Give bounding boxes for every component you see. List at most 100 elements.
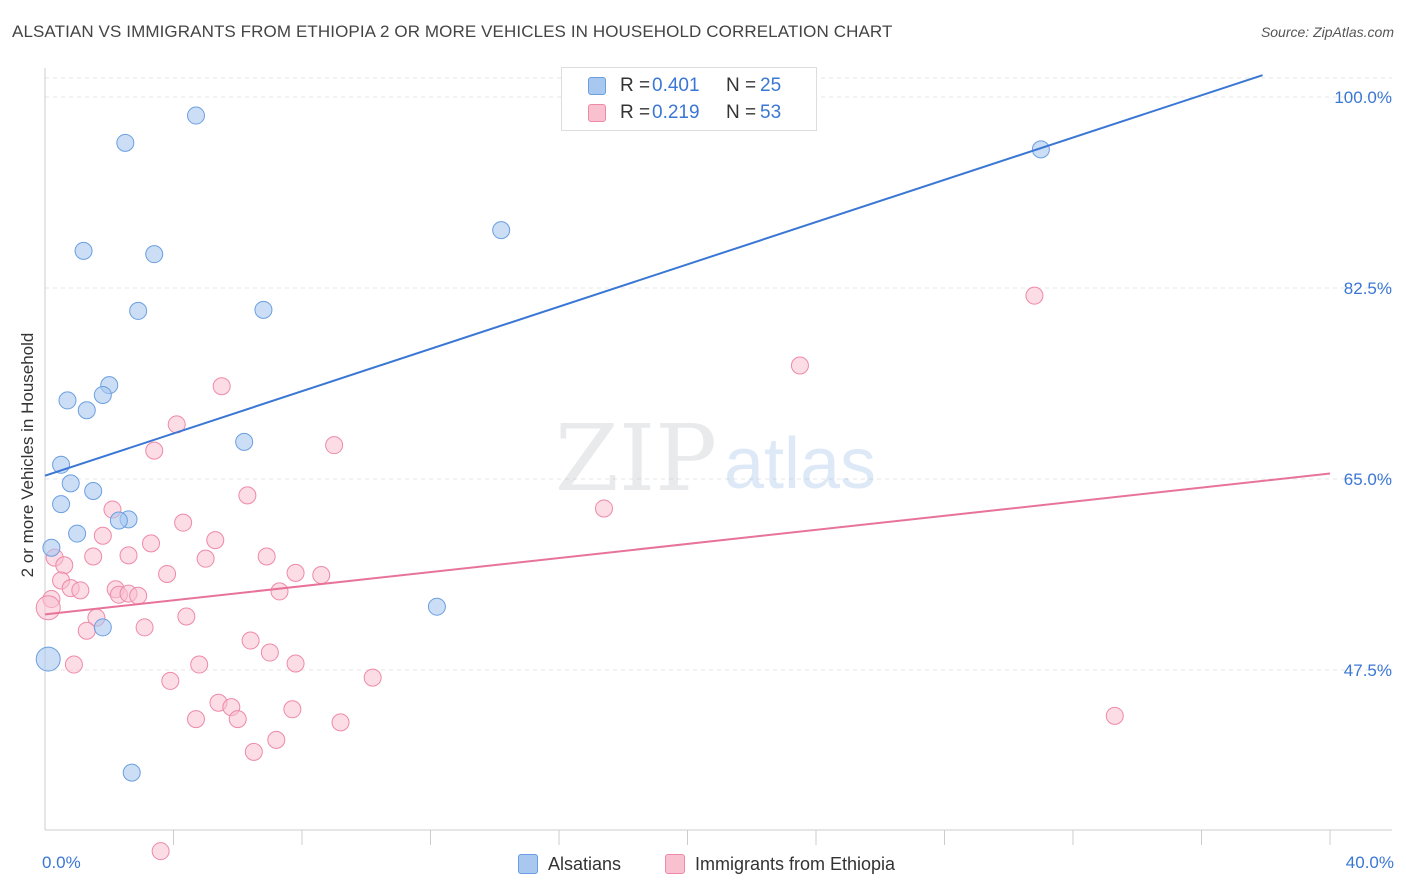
axes	[44, 68, 1392, 845]
legend-swatch-blue	[518, 854, 538, 874]
ethiopia-point	[186, 710, 205, 729]
legend-swatch-pink	[588, 104, 606, 122]
legend-n-label: N =	[726, 75, 757, 96]
alsatian-trend-line	[44, 74, 1263, 477]
alsatian-point	[145, 245, 164, 264]
ethiopia-point	[145, 441, 164, 460]
ethiopia-point	[228, 710, 247, 729]
ethiopia-point	[270, 582, 289, 601]
alsatian-point	[254, 300, 273, 319]
ethiopia-point	[77, 621, 96, 640]
ethiopia-point	[161, 671, 180, 690]
ethiopia-point	[331, 713, 350, 732]
chart-title: ALSATIAN VS IMMIGRANTS FROM ETHIOPIA 2 O…	[12, 22, 893, 41]
alsatian-point	[186, 106, 205, 125]
legend-item-ethiopia[interactable]: Immigrants from Ethiopia	[665, 852, 895, 876]
series-legend: Alsatians Immigrants from Ethiopia	[0, 852, 1406, 876]
ethiopia-point	[286, 654, 305, 673]
gridlines	[45, 77, 1392, 671]
legend-r-value: 0.219	[652, 102, 700, 123]
watermark: ZIP atlas	[555, 405, 876, 512]
y-tick-label: 47.5%	[1344, 661, 1392, 680]
ethiopia-point	[238, 486, 257, 505]
trend-lines	[44, 74, 1331, 616]
alsatian-point	[492, 221, 511, 240]
ethiopia-point	[35, 595, 61, 621]
x-tick-label-max: 40.0%	[1345, 853, 1394, 872]
alsatian-point	[74, 241, 93, 260]
ethiopia-point	[312, 566, 331, 585]
ethiopia-point	[283, 700, 302, 719]
ethiopia-point	[363, 668, 382, 687]
y-tick-label: 82.5%	[1344, 279, 1392, 298]
legend-swatch-pink	[665, 854, 685, 874]
legend-label-alsatians: Alsatians	[548, 853, 622, 874]
ethiopia-point	[151, 842, 170, 861]
source-label: Source: ZipAtlas.com	[1260, 24, 1394, 40]
ethiopia-point	[206, 531, 225, 550]
y-tick-labels: 100.0% 82.5% 65.0% 47.5%	[1334, 88, 1392, 680]
alsatian-point	[93, 618, 112, 637]
legend-row-ethiopia: R = 0.219 N = 53	[588, 101, 781, 125]
alsatian-point	[93, 385, 112, 404]
legend-r-label: R =	[620, 75, 651, 96]
ethiopia-point	[267, 730, 286, 749]
ethiopia-point	[84, 547, 103, 566]
legend-r-label: R =	[620, 102, 651, 123]
ethiopia-point	[158, 564, 177, 583]
alsatian-point	[235, 432, 254, 451]
alsatian-point	[52, 495, 71, 514]
alsatian-points	[35, 106, 1050, 782]
ethiopia-point	[286, 563, 305, 582]
alsatian-point	[58, 391, 77, 410]
watermark-zip: ZIP	[555, 405, 717, 512]
ethiopia-point	[119, 546, 138, 565]
legend-n-value: 25	[760, 75, 782, 96]
ethiopia-point	[93, 526, 112, 545]
ethiopia-point	[196, 549, 215, 568]
ethiopia-point	[325, 436, 344, 455]
legend-r-value: 0.401	[652, 75, 700, 96]
ethiopia-point	[142, 534, 161, 553]
ethiopia-point	[55, 556, 74, 575]
y-axis-title: 2 or more Vehicles in Household	[18, 332, 37, 578]
alsatian-point	[68, 524, 87, 543]
ethiopia-points	[35, 286, 1124, 861]
ethiopia-point	[190, 655, 209, 674]
ethiopia-point	[177, 607, 196, 626]
y-tick-label: 100.0%	[1334, 88, 1392, 107]
ethiopia-point	[212, 377, 231, 396]
alsatian-point	[77, 401, 96, 420]
alsatian-point	[1031, 140, 1050, 159]
ethiopia-point	[174, 513, 193, 532]
ethiopia-point	[64, 655, 83, 674]
x-tick-label-min: 0.0%	[42, 853, 81, 872]
ethiopia-point	[594, 499, 613, 518]
ethiopia-point	[1025, 286, 1044, 305]
legend-item-alsatians[interactable]: Alsatians	[518, 852, 621, 876]
watermark-atlas: atlas	[724, 424, 876, 504]
alsatian-point	[116, 133, 135, 152]
ethiopia-point	[1105, 706, 1124, 725]
ethiopia-trend-line	[44, 472, 1331, 616]
ethiopia-point	[244, 742, 263, 761]
ethiopia-point	[135, 618, 154, 637]
ethiopia-point	[260, 643, 279, 662]
alsatian-point	[84, 482, 103, 501]
alsatian-point	[61, 474, 80, 493]
y-tick-label: 65.0%	[1344, 470, 1392, 489]
ethiopia-point	[241, 631, 260, 650]
alsatian-point	[427, 597, 446, 616]
correlation-legend: R = 0.401 N = 25 R = 0.219 N = 53	[561, 67, 817, 131]
legend-row-alsatians: R = 0.401 N = 25	[588, 74, 781, 98]
alsatian-point	[129, 301, 148, 320]
alsatian-point	[109, 511, 128, 530]
alsatian-point	[122, 763, 141, 782]
ethiopia-point	[129, 586, 148, 605]
legend-label-ethiopia: Immigrants from Ethiopia	[695, 853, 896, 874]
alsatian-point	[42, 538, 61, 557]
legend-n-value: 53	[760, 102, 782, 123]
ethiopia-point	[790, 356, 809, 375]
ethiopia-point	[71, 581, 90, 600]
